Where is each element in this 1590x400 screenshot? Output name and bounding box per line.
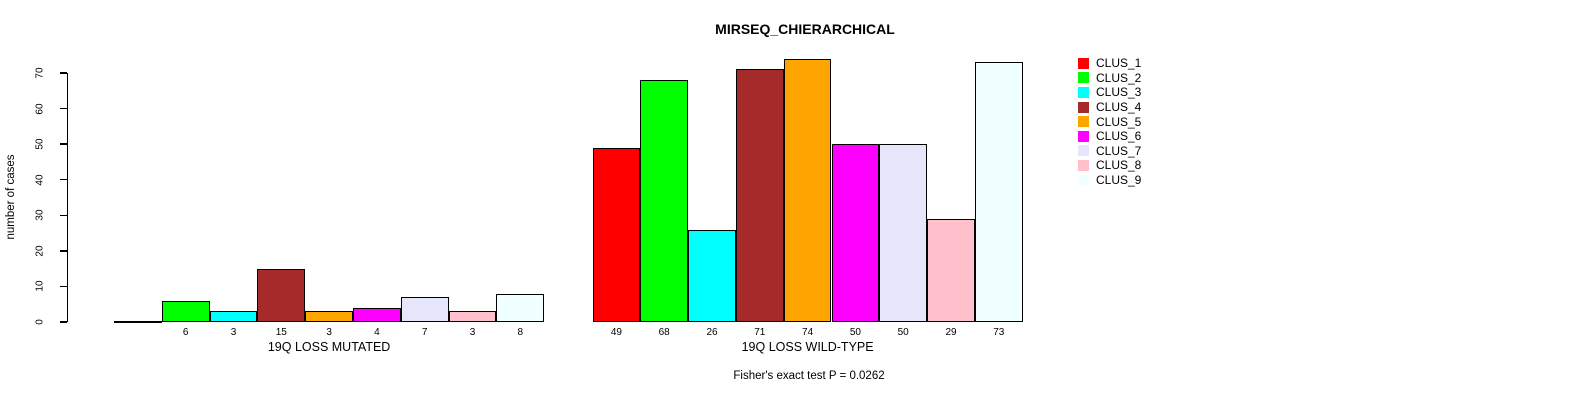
legend-item: CLUS_5: [1078, 114, 1141, 129]
legend-item: CLUS_6: [1078, 129, 1141, 144]
bar-clus_2: [161, 300, 210, 322]
y-axis-tick-label: 40: [34, 174, 46, 186]
y-axis-tick: [59, 285, 67, 288]
y-axis-tick-label: 20: [34, 245, 46, 257]
legend-item: CLUS_9: [1078, 173, 1141, 188]
y-axis-tick: [59, 143, 67, 145]
bar-value-label: 3: [326, 327, 332, 338]
bar-clus_6: [831, 144, 880, 322]
y-axis-tick: [59, 72, 67, 74]
bar-value-label: 3: [469, 327, 476, 338]
legend-item-label: CLUS_5: [1096, 114, 1142, 129]
y-axis-tick-label: 30: [34, 209, 46, 221]
legend-item-label: CLUS_3: [1096, 85, 1142, 100]
y-axis-tick-label: 50: [34, 138, 46, 150]
bar-value-label: 7: [421, 327, 428, 338]
bar-value-label: 68: [658, 327, 670, 338]
bar-clus_9: [496, 293, 545, 322]
bar-clus_5: [783, 58, 832, 322]
y-axis-tick-label: 60: [34, 103, 46, 115]
bar-clus_2: [640, 80, 689, 322]
y-axis-tick: [59, 107, 67, 110]
y-axis-tick-label: 10: [34, 280, 46, 292]
bar-clus_1: [592, 147, 641, 322]
y-axis-tick-label: 0: [34, 319, 46, 325]
bar-clus_3: [209, 311, 258, 322]
legend-item-label: CLUS_1: [1096, 56, 1142, 71]
y-axis-label: number of cases: [5, 154, 17, 240]
chart-title: MIRSEQ_CHIERARCHICAL: [715, 21, 895, 37]
bar-clus_9: [974, 62, 1023, 322]
legend: CLUS_1 CLUS_2 CLUS_3 CLUS_4 CLUS_5 CLUS_6 CLUS…: [1078, 56, 1141, 187]
bar-value-label: 73: [993, 327, 1005, 338]
bar-value-label: 15: [275, 327, 287, 338]
bar-clus_8: [927, 218, 975, 322]
bar-value-label: 8: [517, 327, 524, 338]
bar-zero-clus_1: [114, 320, 162, 323]
bar-value-label: 50: [849, 327, 861, 338]
bar-clus_7: [400, 297, 449, 322]
x-axis-group-label: 19Q LOSS MUTATED: [267, 340, 391, 354]
legend-color-swatch: [1078, 145, 1089, 157]
legend-item-label: CLUS_8: [1096, 158, 1142, 173]
bar-value-label: 26: [706, 327, 718, 338]
bar-value-label: 74: [802, 327, 814, 338]
y-axis-tick-label: 70: [34, 67, 46, 79]
bar-clus_4: [257, 268, 306, 322]
y-axis-tick: [59, 321, 67, 323]
legend-item-label: CLUS_6: [1096, 129, 1142, 144]
fisher-test-note: Fisher's exact test P = 0.0262: [733, 370, 885, 382]
legend-color-swatch: [1078, 57, 1089, 69]
legend-item-label: CLUS_4: [1096, 100, 1142, 115]
y-axis-line: [66, 73, 68, 322]
x-axis-group-label: 19Q LOSS WILD-TYPE: [741, 340, 874, 354]
legend-color-swatch: [1078, 72, 1089, 84]
y-axis-tick: [59, 250, 67, 252]
bar-clus_3: [688, 229, 736, 322]
legend-item: CLUS_3: [1078, 85, 1141, 100]
bar-value-label: 71: [754, 327, 766, 338]
bar-clus_6: [353, 307, 401, 322]
bar-value-label: 4: [374, 327, 380, 338]
legend-item: CLUS_2: [1078, 71, 1141, 86]
legend-item-label: CLUS_7: [1096, 143, 1142, 158]
bar-value-label: 49: [610, 327, 622, 338]
legend-item: CLUS_4: [1078, 100, 1141, 115]
bar-value-label: 50: [897, 327, 909, 338]
bar-clus_4: [735, 69, 784, 322]
bar-value-label: 3: [230, 327, 237, 338]
legend-item: CLUS_8: [1078, 158, 1141, 173]
legend-color-swatch: [1078, 116, 1089, 128]
legend-color-swatch: [1078, 101, 1089, 113]
y-axis-tick: [59, 178, 67, 181]
legend-item: CLUS_7: [1078, 144, 1141, 159]
bar-value-label: 29: [945, 327, 957, 338]
bar-clus_8: [448, 311, 497, 322]
legend-color-swatch: [1078, 86, 1089, 98]
bar-value-label: 6: [182, 327, 189, 338]
y-axis-tick: [59, 214, 67, 217]
legend-color-swatch: [1078, 130, 1089, 142]
bar-clus_5: [305, 311, 353, 322]
legend-color-swatch: [1078, 174, 1089, 186]
legend-item-label: CLUS_2: [1096, 70, 1142, 85]
legend-color-swatch: [1078, 159, 1089, 171]
legend-item: CLUS_1: [1078, 56, 1141, 71]
legend-item-label: CLUS_9: [1096, 173, 1142, 188]
bar-clus_7: [879, 144, 928, 322]
